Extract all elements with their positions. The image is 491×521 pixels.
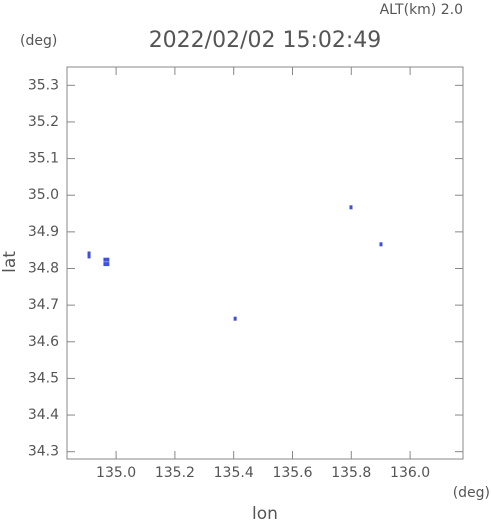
x-unit: (deg) <box>453 485 490 501</box>
y-tick-label: 34.7 <box>28 297 59 313</box>
point <box>87 251 91 256</box>
y-tick-label: 35.3 <box>28 77 59 93</box>
y-tick-label: 34.5 <box>28 370 59 386</box>
x-tick-label: 135.0 <box>96 465 136 481</box>
point <box>379 242 383 247</box>
point <box>349 205 353 210</box>
x-tick-label: 136.0 <box>390 465 430 481</box>
y-tick-label: 35.0 <box>28 187 59 203</box>
y-tick-label: 34.9 <box>28 224 59 240</box>
x-axis-label: lon <box>252 504 278 521</box>
y-tick-label: 35.1 <box>28 151 59 167</box>
plot-frame <box>66 66 464 460</box>
chart-title: 2022/02/02 15:02:49 <box>149 28 382 53</box>
y-tick-label: 34.8 <box>28 260 59 276</box>
y-tick-label: 35.2 <box>28 114 59 130</box>
y-tick-label: 34.6 <box>28 334 59 350</box>
chart-subtitle: ALT(km) 2.0 <box>380 2 463 18</box>
y-unit: (deg) <box>20 33 57 49</box>
point <box>106 262 110 267</box>
y-tick-label: 34.4 <box>28 407 59 423</box>
x-tick-label: 135.4 <box>214 465 254 481</box>
y-tick-label: 34.3 <box>28 444 59 460</box>
x-tick-label: 135.2 <box>155 465 195 481</box>
x-tick-label: 135.8 <box>331 465 371 481</box>
point <box>103 257 107 262</box>
point <box>87 254 91 259</box>
point <box>106 257 110 262</box>
x-tick-label: 135.6 <box>272 465 312 481</box>
point <box>233 316 237 321</box>
y-axis-label: lat <box>0 251 20 273</box>
point <box>103 262 107 267</box>
